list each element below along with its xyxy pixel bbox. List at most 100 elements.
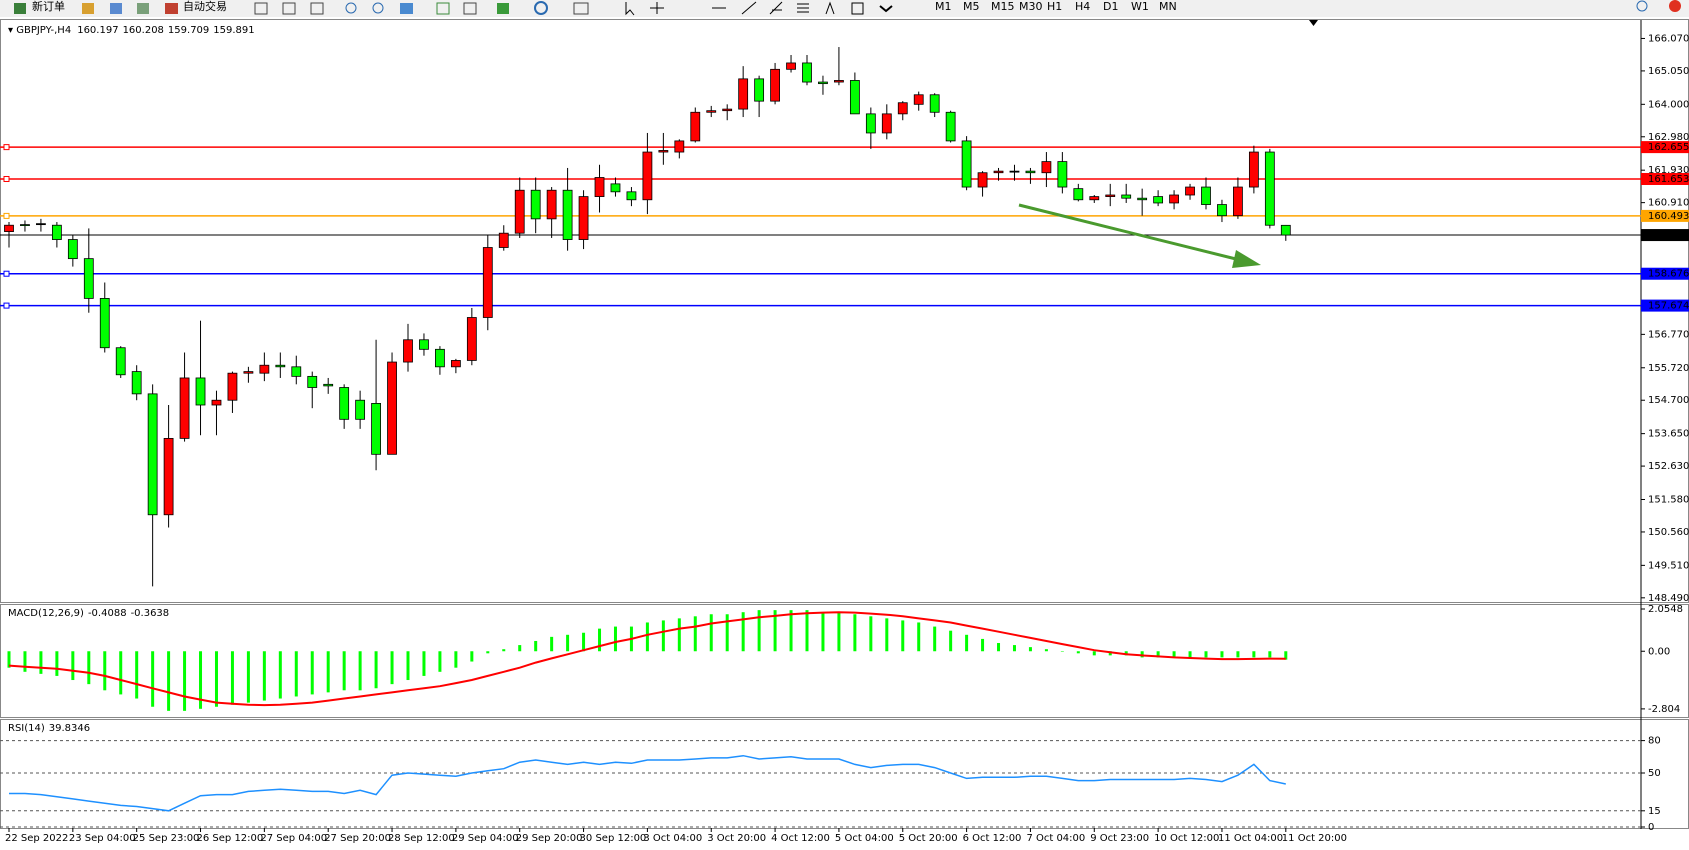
icon: [825, 1, 835, 15]
timeframe-button[interactable]: H1: [1047, 0, 1062, 13]
y-tick-label: 162.980: [1648, 132, 1689, 143]
signal-line: [8, 611, 1286, 707]
timeframe-button[interactable]: M30: [1019, 0, 1043, 13]
trend-arrow: [1018, 203, 1261, 268]
macd-value: -0.4088: [88, 608, 127, 619]
candle-body: [403, 339, 413, 363]
timeframe-button[interactable]: M5: [963, 0, 980, 13]
candle-body: [658, 150, 669, 153]
macd-bar: [789, 610, 793, 652]
icon: [372, 2, 384, 14]
level-label: 158.676: [1648, 269, 1689, 280]
macd-bar: [278, 651, 282, 699]
candle-body: [307, 375, 318, 388]
candle-body: [482, 247, 493, 318]
candle-body: [674, 140, 685, 153]
candle-body: [514, 189, 525, 234]
macd-bar: [1268, 651, 1272, 658]
timeframe-button[interactable]: M15: [991, 0, 1015, 13]
macd-bar: [71, 651, 75, 681]
new-order-button[interactable]: 新订单: [32, 0, 65, 13]
arrow-shaft: [1018, 203, 1241, 262]
candle-body: [419, 339, 429, 350]
header-high: 160.208: [123, 25, 164, 36]
x-tick-label: 10 Oct 12:00: [1154, 833, 1219, 844]
candle-body: [498, 232, 509, 248]
candle-body: [36, 223, 46, 226]
icon: [345, 2, 357, 14]
macd-bar: [1172, 651, 1176, 658]
macd-bar: [1204, 651, 1208, 658]
macd-bar: [518, 645, 522, 652]
macd-bar: [661, 620, 665, 652]
rsi-title: RSI(14): [8, 723, 45, 734]
icon: [14, 3, 26, 14]
candle-body: [466, 317, 477, 361]
timeframe-button[interactable]: W1: [1131, 0, 1149, 13]
candle-body: [897, 102, 908, 115]
icon: [650, 2, 664, 14]
candle-body: [610, 183, 621, 193]
macd-bar: [183, 651, 187, 711]
shift-marker: [1309, 20, 1318, 26]
macd-bar: [885, 618, 889, 652]
candle-body: [1137, 197, 1148, 201]
icon: [797, 3, 809, 13]
macd-bar: [23, 651, 27, 672]
level-handle: [3, 270, 10, 277]
current-price-label: 159.891: [1648, 230, 1689, 241]
icon: [165, 3, 178, 14]
macd-bar: [1012, 645, 1016, 652]
icon: [310, 2, 324, 15]
timeframe-button[interactable]: MN: [1159, 0, 1177, 13]
level-label: 160.493: [1648, 211, 1689, 222]
timeframe-button[interactable]: H4: [1075, 0, 1090, 13]
macd-bar: [613, 626, 617, 652]
x-tick-label: 30 Sep 12:00: [580, 833, 647, 844]
level-label: 162.655: [1648, 142, 1689, 153]
x-tick-label: 6 Oct 12:00: [963, 833, 1022, 844]
timeframe-button[interactable]: M1: [935, 0, 952, 13]
icon: [497, 3, 509, 14]
y-tick-label: 153.650: [1648, 429, 1689, 440]
icon: [769, 1, 783, 15]
macd-bar: [917, 622, 921, 652]
candle-body: [546, 189, 557, 220]
level-label-bg: [1641, 209, 1689, 222]
candle-body: [881, 113, 892, 134]
macd-bar: [502, 649, 506, 652]
macd-bar: [566, 634, 570, 652]
candle-body: [371, 403, 381, 455]
macd-bar: [1060, 651, 1064, 652]
macd-bar: [406, 651, 410, 681]
rsi-line: [9, 754, 1286, 812]
candle-body: [993, 170, 1004, 174]
candle-body: [115, 347, 126, 376]
timeframes: M1 M5 M15 M30 H1 H4 D1 W1 MN: [935, 0, 1177, 13]
x-tick-label: 4 Oct 12:00: [771, 833, 830, 844]
macd-title: MACD(12,26,9): [8, 608, 84, 619]
level-label-bg: [1641, 172, 1689, 185]
candle-body: [1041, 161, 1052, 174]
macd-bar: [1076, 651, 1080, 654]
icon: [110, 3, 122, 14]
level-label-bg: [1641, 299, 1689, 312]
candle-body: [450, 360, 461, 368]
icon: [436, 2, 450, 15]
y-tick-label: 165.050: [1648, 66, 1689, 77]
auto-trading-button[interactable]: 自动交易: [183, 0, 227, 13]
candle-body: [690, 111, 701, 142]
header-open: 160.197: [77, 25, 118, 36]
x-tick-label: 29 Sep 20:00: [516, 833, 583, 844]
timeframe-button[interactable]: D1: [1103, 0, 1118, 13]
x-tick-label: 25 Sep 23:00: [133, 833, 200, 844]
candle-body: [626, 191, 637, 201]
candle-body: [163, 438, 174, 516]
macd-bar: [167, 651, 171, 711]
icon: [1636, 0, 1648, 12]
macd-bar: [151, 651, 155, 707]
macd-bar: [645, 622, 649, 652]
macd-bar: [294, 651, 298, 697]
candle-body: [195, 377, 206, 406]
